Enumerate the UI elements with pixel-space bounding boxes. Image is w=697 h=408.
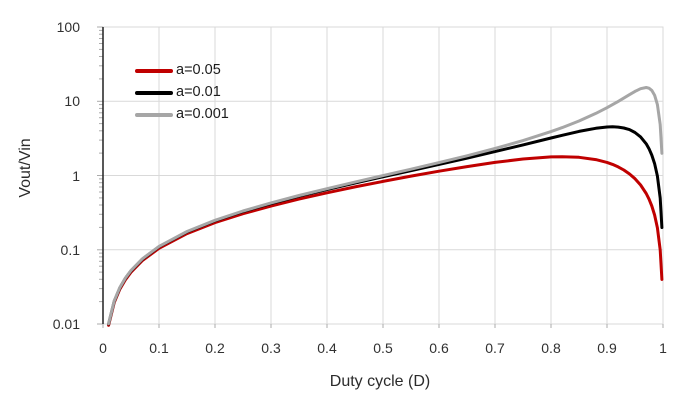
x-tick-label: 0.7 <box>485 340 505 356</box>
y-tick-label: 1 <box>72 167 80 184</box>
y-tick-label: 0.1 <box>60 241 80 258</box>
legend-label: a=0.001 <box>176 106 229 122</box>
legend-item: a=0.001 <box>135 106 229 123</box>
x-tick-label: 0.6 <box>429 340 449 356</box>
x-tick-label: 0 <box>99 340 107 356</box>
legend-line-swatch <box>135 68 173 73</box>
y-tick-label: 10 <box>64 93 80 110</box>
x-tick-label: 0.3 <box>261 340 281 356</box>
y-tick-label: 0.01 <box>52 316 80 332</box>
series-line-a0001 <box>107 86 664 326</box>
x-axis-title: Duty cycle (D) <box>329 373 431 390</box>
legend-label: a=0.05 <box>176 62 221 78</box>
legend-line-swatch <box>135 112 173 117</box>
legend-item: a=0.05 <box>135 62 229 79</box>
y-tick-label: 100 <box>56 19 80 35</box>
x-tick-label: 0.5 <box>373 340 393 356</box>
x-tick-label: 0.9 <box>597 340 617 356</box>
x-tick-label: 1 <box>659 340 667 356</box>
legend-label: a=0.01 <box>176 84 221 100</box>
legend-item: a=0.01 <box>135 84 229 101</box>
x-tick-label: 0.4 <box>317 340 337 356</box>
x-tick-label: 0.2 <box>205 340 225 356</box>
x-tick-label: 0.1 <box>149 340 169 356</box>
x-tick-label: 0.8 <box>541 340 561 356</box>
legend: a=0.05 a=0.01 a=0.001 <box>135 62 229 123</box>
legend-line-swatch <box>135 90 173 95</box>
series-line-a005 <box>107 155 664 327</box>
